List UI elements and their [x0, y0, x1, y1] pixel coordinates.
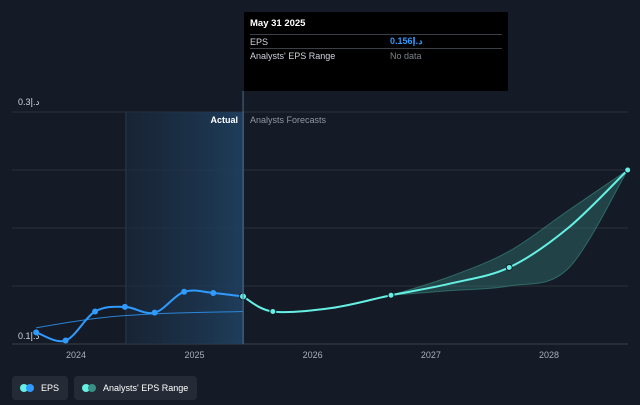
range-legend-icon — [82, 384, 97, 392]
actual-label: Actual — [210, 115, 238, 125]
eps-point[interactable] — [181, 288, 188, 295]
eps-point[interactable] — [62, 337, 69, 344]
legend-eps-label: EPS — [41, 383, 60, 393]
eps-point[interactable] — [92, 308, 99, 315]
chart-legend: EPS Analysts' EPS Range — [12, 376, 198, 400]
y-tick-label-bottom: 0.1د.إ — [18, 331, 40, 342]
analysts-forecasts-label: Analysts Forecasts — [250, 115, 327, 125]
tooltip-row-eps: EPS 0.156د.إ — [250, 34, 502, 48]
forecast-point[interactable] — [505, 263, 513, 271]
actual-period-shade — [126, 112, 244, 344]
analysts-forecast-line — [242, 169, 629, 314]
tooltip-date: May 31 2025 — [250, 18, 306, 29]
tooltip-range-value: No data — [390, 50, 422, 61]
legend-item-eps[interactable]: EPS — [12, 376, 69, 400]
tooltip-row-range: Analysts' EPS Range No data — [250, 48, 502, 62]
legend-item-analysts-eps-range[interactable]: Analysts' EPS Range — [74, 376, 198, 400]
eps-point[interactable] — [151, 309, 158, 316]
forecast-point[interactable] — [624, 166, 632, 174]
x-tick-label-2025: 2025 — [184, 350, 204, 360]
x-tick-label-2027: 2027 — [421, 350, 441, 360]
analysts-eps-range-band — [390, 169, 629, 296]
forecast-point[interactable] — [269, 308, 277, 316]
x-tick-label-2026: 2026 — [303, 350, 323, 360]
eps-trend-line — [36, 311, 244, 329]
tooltip-eps-value: 0.156د.إ — [390, 36, 423, 46]
y-tick-label-top: 0.3د.إ — [18, 97, 40, 108]
grid-lines — [12, 111, 628, 345]
tooltip-range-label: Analysts' EPS Range — [250, 50, 336, 61]
analysts-eps-range-area — [390, 169, 629, 296]
eps-point[interactable] — [121, 303, 128, 310]
x-tick-label-2024: 2024 — [66, 350, 86, 360]
tooltip-eps-label: EPS — [250, 36, 269, 47]
eps-point[interactable] — [210, 289, 217, 296]
eps-point[interactable] — [33, 329, 40, 336]
eps-legend-icon — [20, 384, 35, 392]
forecast-point[interactable] — [387, 291, 395, 299]
hover-tooltip: May 31 2025 EPS 0.156د.إ Analysts' EPS R… — [244, 12, 508, 91]
x-tick-label-2028: 2028 — [539, 350, 559, 360]
legend-range-label: Analysts' EPS Range — [103, 383, 189, 393]
